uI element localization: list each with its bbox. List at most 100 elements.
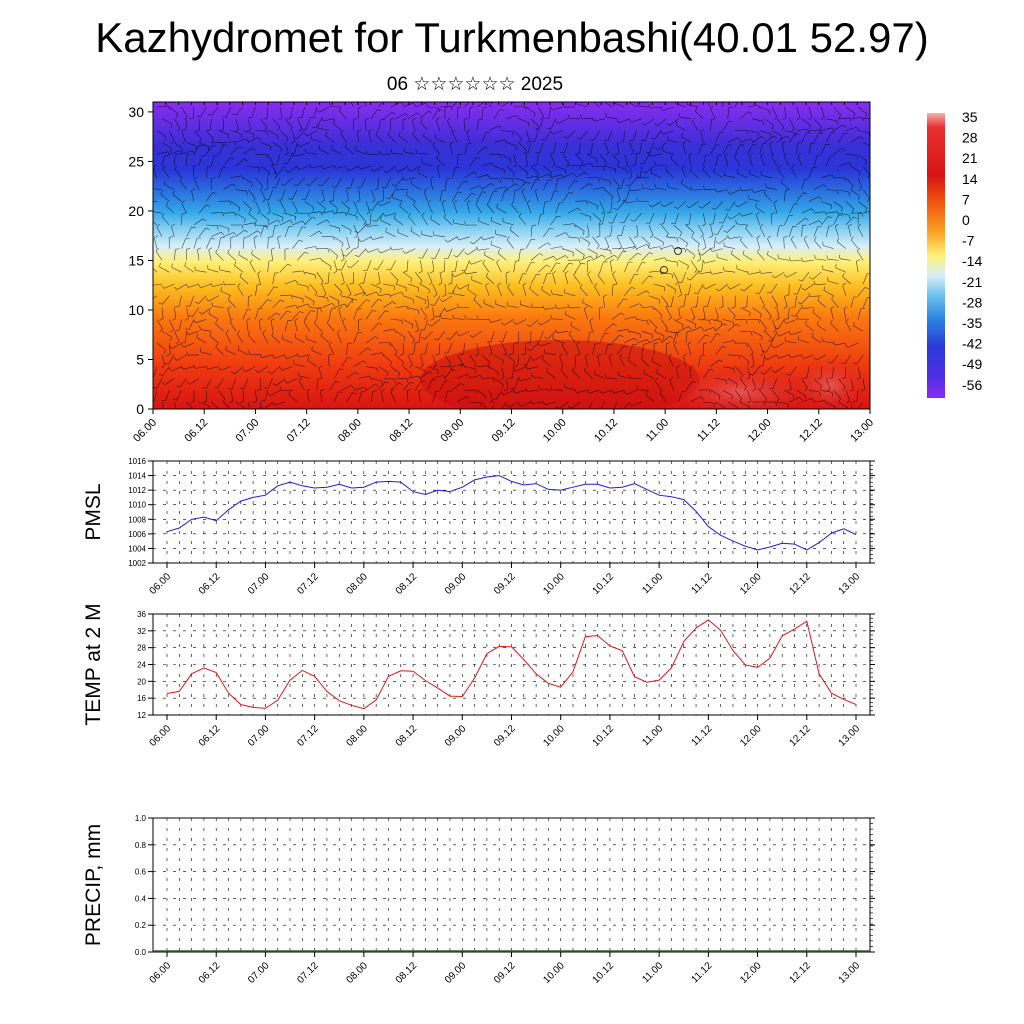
wind-barb-flag <box>518 212 522 217</box>
wind-barb <box>153 283 163 286</box>
wind-barb-flag <box>310 310 315 312</box>
wind-barb <box>830 308 834 320</box>
wind-barb <box>178 295 182 307</box>
wind-barb-flag <box>427 200 432 204</box>
wind-barb-flag <box>264 127 268 132</box>
wind-barb <box>483 303 495 308</box>
wind-barb <box>663 213 667 224</box>
wind-barb-flag <box>764 356 768 360</box>
wind-barb <box>857 308 862 320</box>
wind-barb <box>648 319 657 328</box>
wind-barb <box>212 283 224 287</box>
wind-barb-flag <box>440 314 442 319</box>
wind-barb-flag <box>801 287 806 291</box>
wind-barb-flag <box>274 272 279 274</box>
wind-barb <box>304 201 314 208</box>
wind-barb <box>310 165 322 168</box>
wind-barb-flag <box>161 213 165 217</box>
wind-barb <box>162 366 170 376</box>
wind-barb-flag <box>347 357 352 359</box>
wind-barb-flag <box>288 391 291 396</box>
wind-barb-flag <box>199 325 201 330</box>
wind-barb <box>774 342 785 349</box>
wind-barb <box>161 330 172 338</box>
wind-barb <box>552 293 563 297</box>
wind-barb <box>685 381 693 391</box>
wind-barb-flag <box>340 129 344 134</box>
wind-barb <box>497 252 507 261</box>
wind-barb-flag <box>238 250 240 255</box>
wind-barb <box>702 236 707 248</box>
wind-barb <box>599 154 607 163</box>
wind-barb-flag <box>271 318 275 321</box>
wind-barb <box>267 261 270 273</box>
wind-barb <box>530 342 539 351</box>
wind-barb <box>779 330 790 337</box>
wind-barb <box>218 167 223 178</box>
wind-barb-flag <box>665 166 668 171</box>
wind-barb-flag <box>372 390 378 392</box>
wind-barb <box>607 130 613 141</box>
wind-barb-flag <box>674 289 677 294</box>
wind-barb <box>315 118 323 129</box>
wind-barb-flag <box>479 375 483 379</box>
wind-barb <box>730 283 741 290</box>
wind-barb <box>833 106 841 116</box>
wind-barb-flag <box>542 305 545 310</box>
wind-barb <box>195 319 207 324</box>
wind-barb <box>473 299 482 308</box>
wind-barb <box>368 131 372 143</box>
wind-barb-flag <box>159 328 163 333</box>
wind-barb <box>492 401 495 409</box>
wind-barb <box>715 307 719 319</box>
wind-barb-flag <box>248 350 250 355</box>
wind-barb <box>192 106 195 118</box>
wind-barb-flag <box>780 178 783 183</box>
wind-barb <box>447 248 453 259</box>
wind-barb <box>255 308 259 320</box>
wind-barb-flag <box>447 117 451 121</box>
wind-barb <box>164 283 175 289</box>
wind-barb-flag <box>355 371 359 375</box>
wind-barb-flag <box>164 363 169 365</box>
wind-barb <box>239 276 249 285</box>
wind-barb <box>402 295 414 300</box>
wind-barb-flag <box>723 230 728 233</box>
wind-barb-flag <box>329 266 332 271</box>
wind-barb <box>599 332 605 344</box>
wind-barb <box>404 177 416 181</box>
wind-barb-flag <box>207 165 212 168</box>
wind-barb-flag <box>283 162 288 165</box>
wind-barb <box>573 275 581 285</box>
wind-barb <box>292 239 300 249</box>
wind-barb-flag <box>410 381 415 384</box>
wind-barb <box>293 363 305 367</box>
wind-barb-flag <box>816 320 819 325</box>
wind-barb <box>276 154 281 165</box>
wind-barb <box>513 261 516 273</box>
wind-barb <box>262 354 273 358</box>
wind-barb-flag <box>774 305 778 309</box>
wind-barb-flag <box>761 305 765 309</box>
wind-barb-flag <box>711 207 716 210</box>
wind-barb-flag <box>444 106 449 109</box>
wind-barb <box>309 283 318 293</box>
wind-barb-flag <box>662 242 664 247</box>
wind-barb <box>722 213 729 224</box>
wind-barb-flag <box>631 164 636 167</box>
wind-barb-flag <box>413 201 416 205</box>
wind-barb <box>784 214 790 226</box>
wind-barb-flag <box>787 388 792 392</box>
wind-barb-flag <box>185 331 189 335</box>
wind-barb-flag <box>676 318 681 321</box>
wind-barb <box>321 283 327 295</box>
wind-barb <box>506 115 517 120</box>
wind-barb <box>518 118 530 124</box>
wind-barb <box>812 312 822 320</box>
wind-barb-flag <box>339 291 343 296</box>
wind-barb-flag <box>505 271 510 274</box>
wind-barb <box>771 390 780 399</box>
wind-barb-flag <box>181 149 183 154</box>
wind-barb <box>796 106 801 118</box>
wind-barb <box>555 178 558 190</box>
